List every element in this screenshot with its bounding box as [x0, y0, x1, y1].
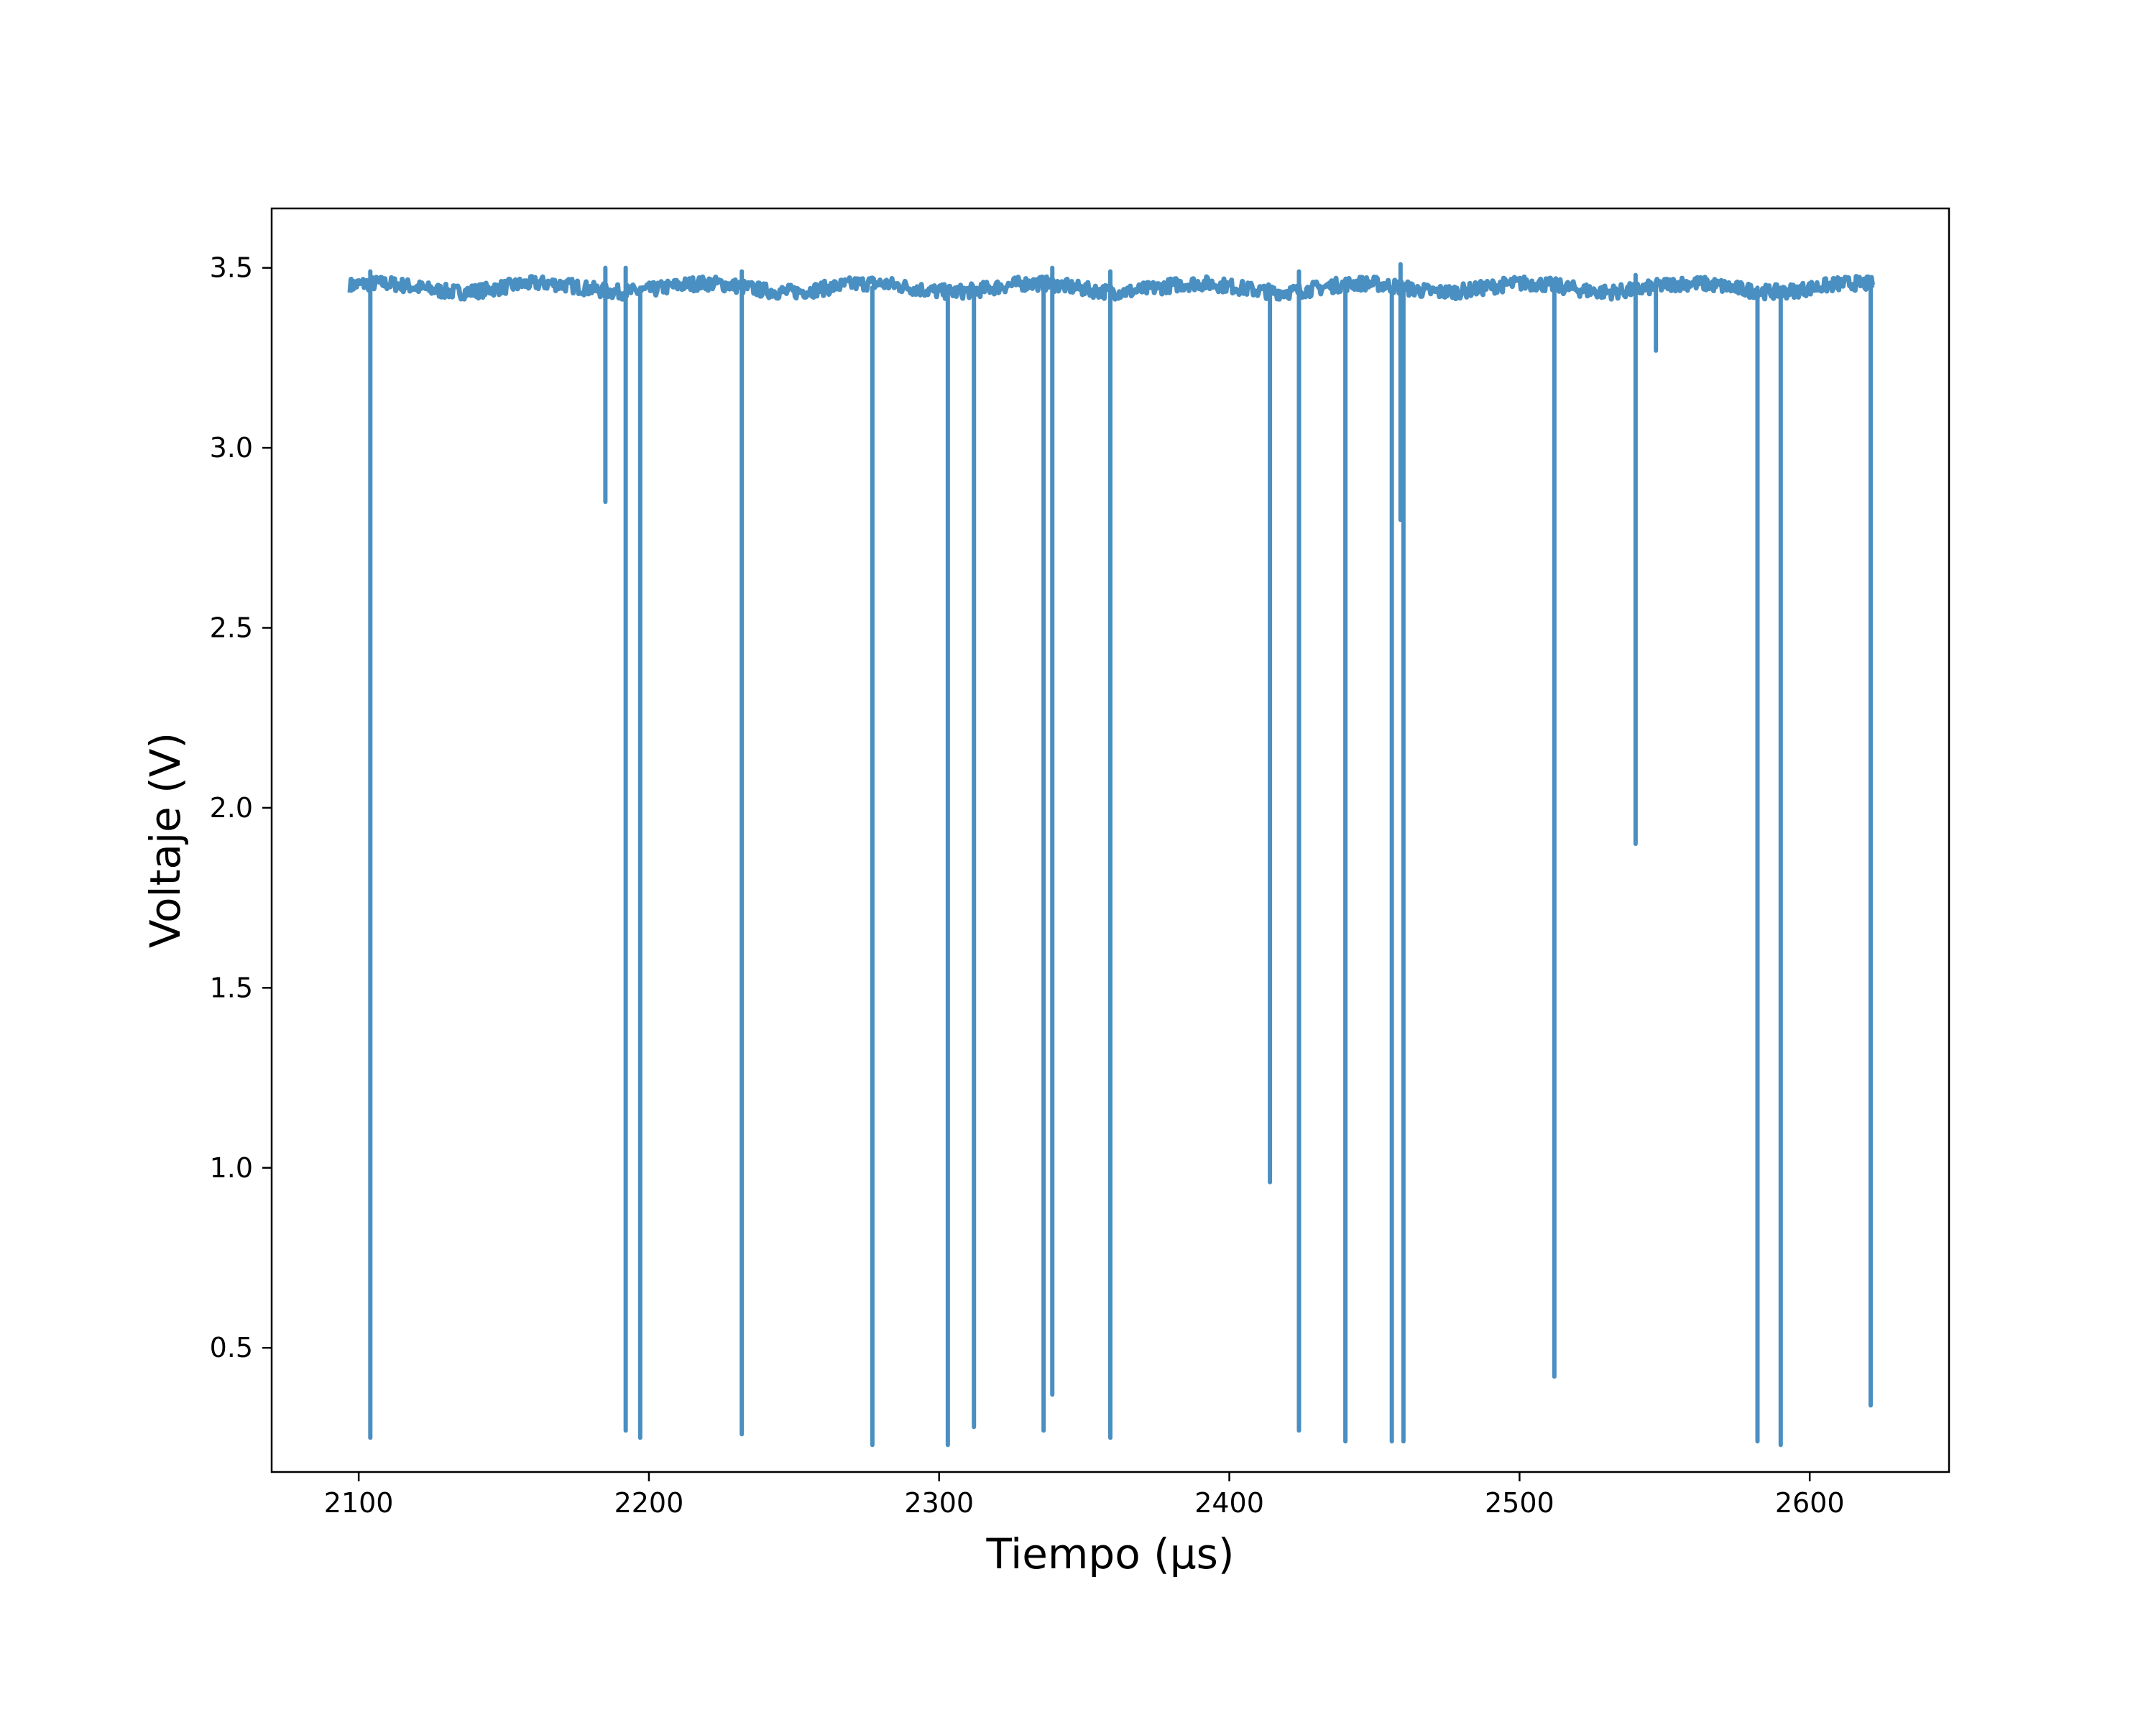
x-axis-title: Tiempo (μs)	[985, 1530, 1234, 1578]
y-tick-label: 1.0	[210, 1152, 253, 1184]
series-layer	[347, 262, 1875, 1448]
y-tick-label: 1.5	[210, 972, 253, 1003]
y-tick-label: 3.5	[210, 252, 253, 284]
y-axis-title: Voltaje (V)	[141, 732, 190, 948]
x-tick-label: 2100	[324, 1487, 394, 1519]
x-tick-label: 2400	[1194, 1487, 1264, 1519]
y-tick-label: 2.5	[210, 612, 253, 643]
y-axis-ticks: 0.5 1.0 1.5 2.0 2.5 3.0 3.5	[210, 252, 272, 1363]
x-tick-label: 2300	[904, 1487, 974, 1519]
plot-area-frame	[270, 207, 1950, 1473]
y-tick-label: 3.0	[210, 432, 253, 464]
x-tick-label: 2200	[614, 1487, 684, 1519]
x-tick-label: 2600	[1775, 1487, 1845, 1519]
y-tick-label: 2.0	[210, 792, 253, 824]
x-tick-label: 2500	[1485, 1487, 1554, 1519]
y-tick-label: 0.5	[210, 1332, 253, 1363]
x-axis-ticks: 2100 2200 2300 2400 2500 2600	[324, 1472, 1845, 1519]
